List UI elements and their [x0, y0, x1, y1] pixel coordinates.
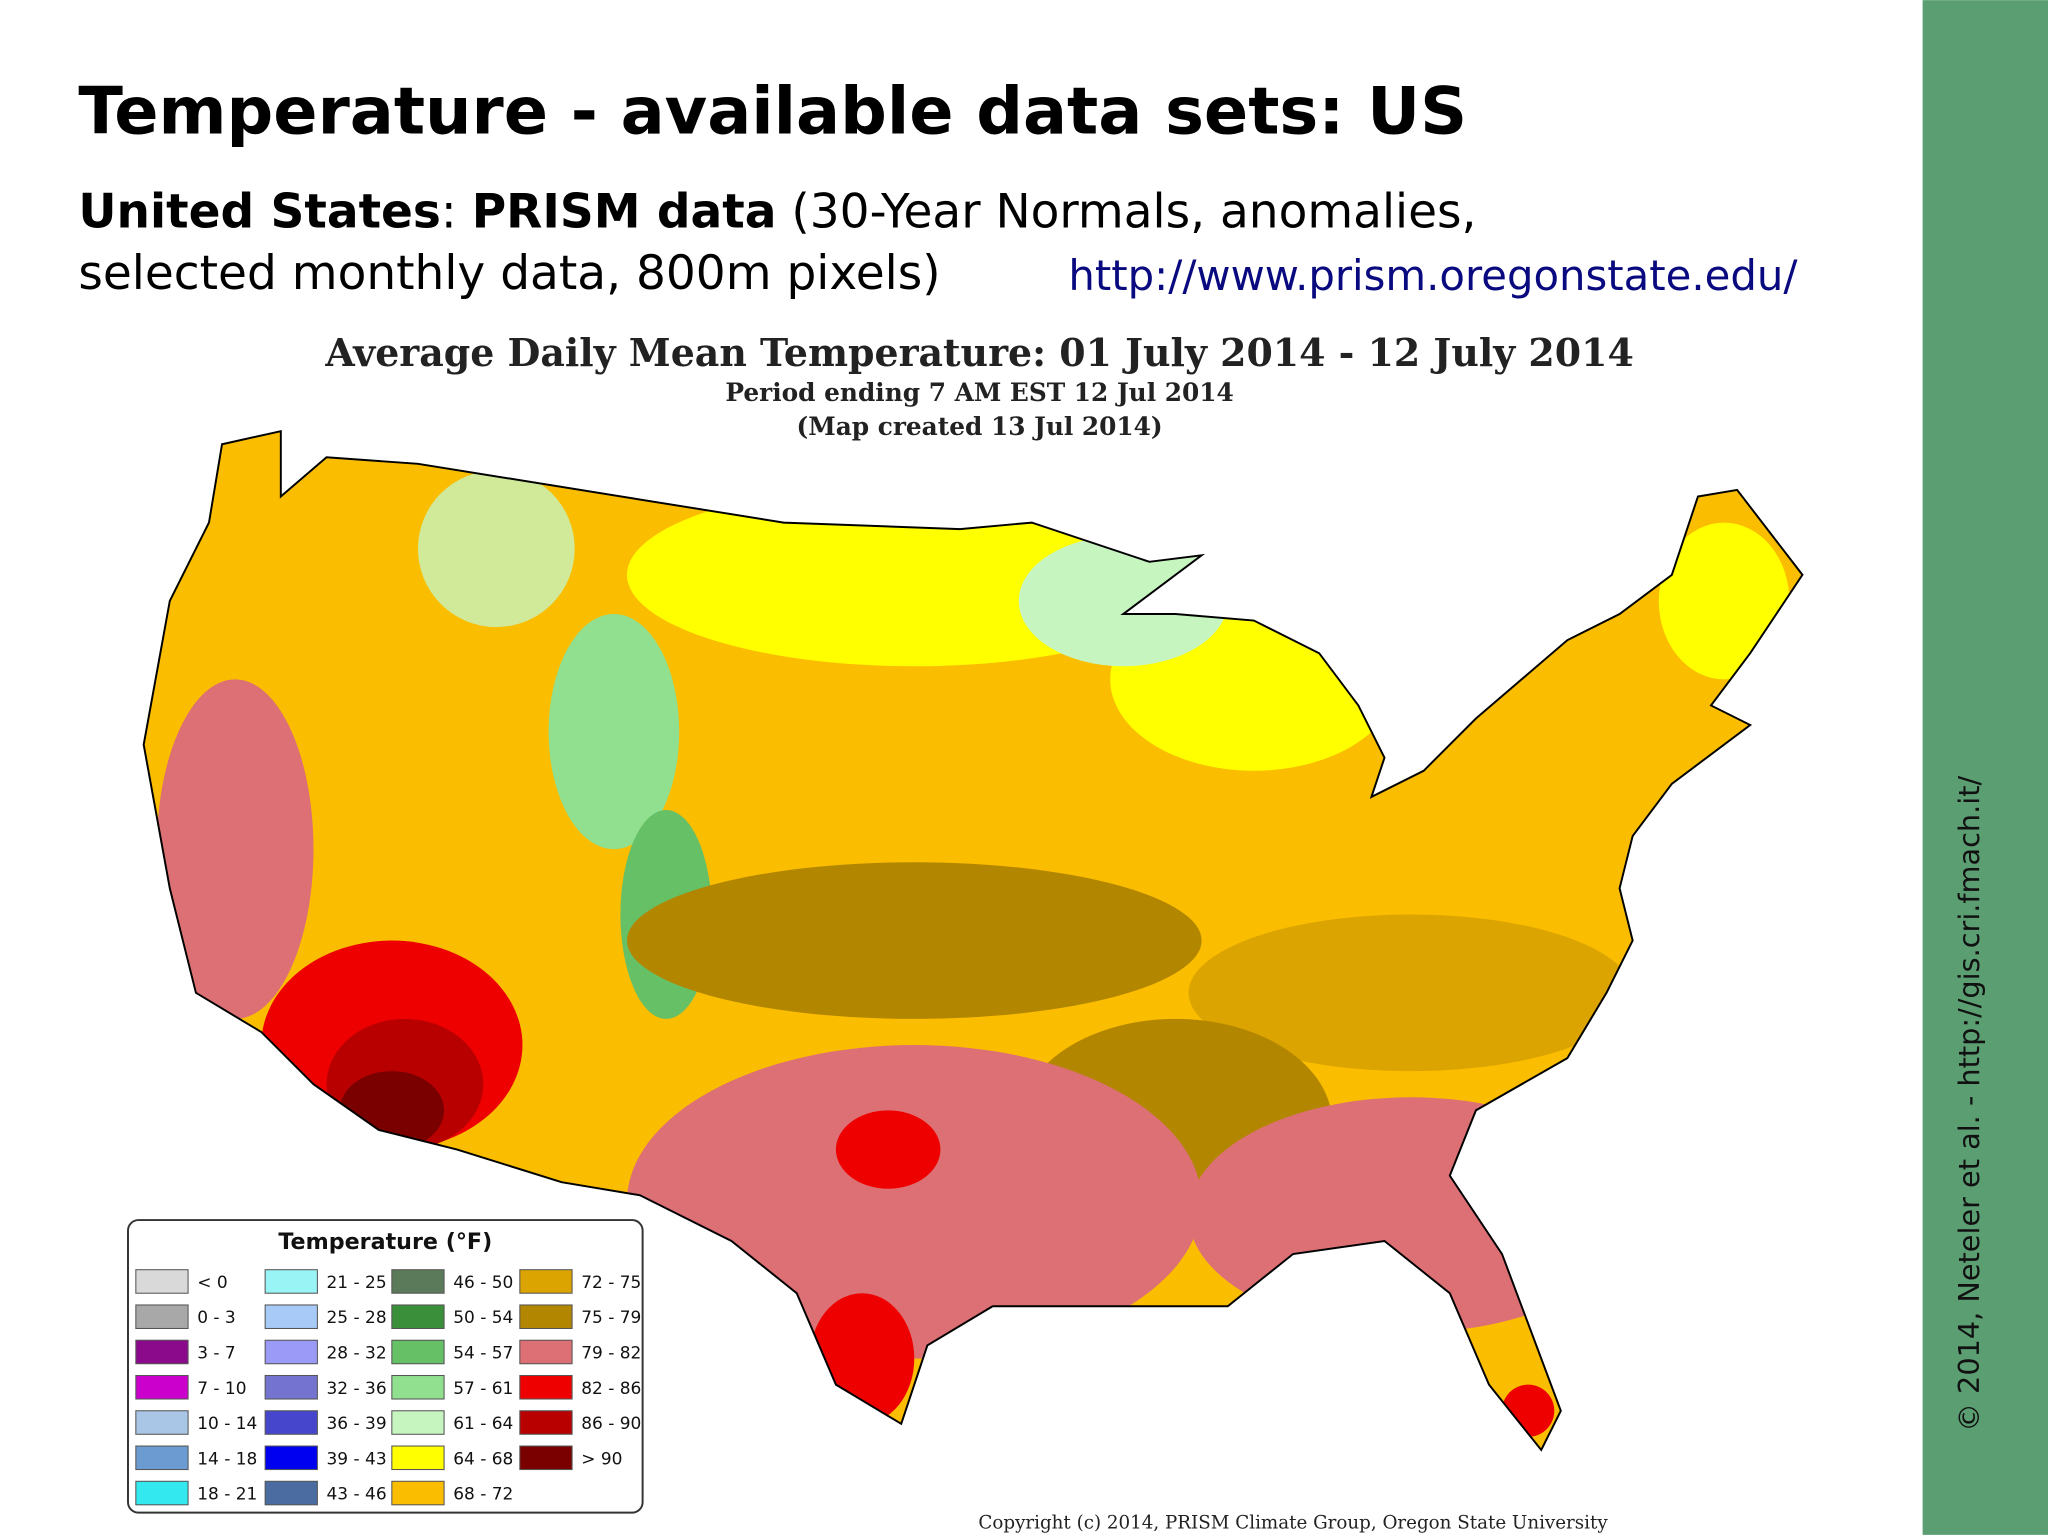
- legend-swatch: [391, 1374, 445, 1400]
- legend-swatch: [391, 1269, 445, 1294]
- legend-swatch: [135, 1410, 189, 1435]
- legend-swatch: [135, 1304, 189, 1330]
- sidebar-band: [1922, 0, 2048, 1535]
- legend-label: 64 - 68: [453, 1449, 513, 1469]
- legend-swatch: [391, 1445, 445, 1471]
- legend-label: 32 - 36: [327, 1379, 387, 1399]
- legend-label: 28 - 32: [327, 1344, 387, 1364]
- legend-label: 54 - 57: [453, 1344, 513, 1364]
- subtitle-line: selected monthly data, 800m pixels): [78, 246, 940, 301]
- legend-label: 3 - 7: [197, 1344, 236, 1364]
- legend-label: 10 - 14: [197, 1414, 257, 1434]
- legend-swatch: [391, 1480, 445, 1506]
- subtitle-text: :: [441, 184, 472, 239]
- legend-swatch: [264, 1410, 318, 1435]
- legend-label: 50 - 54: [453, 1308, 513, 1328]
- legend-label: 0 - 3: [197, 1308, 236, 1328]
- subtitle-bold: United States: [78, 184, 441, 239]
- legend: Temperature (°F) < 0 0 - 3 3 - 7 7 - 10 10 -…: [127, 1219, 644, 1514]
- legend-swatch: [264, 1480, 318, 1506]
- legend-swatch: [391, 1410, 445, 1435]
- legend-label: < 0: [197, 1273, 227, 1293]
- legend-label: 46 - 50: [453, 1273, 513, 1293]
- legend-swatch: [391, 1339, 445, 1365]
- url-link[interactable]: http://www.prism.oregonstate.edu/: [1068, 251, 1798, 300]
- map-created: (Map created 13 Jul 2014): [797, 412, 1163, 441]
- subtitle-line: United States: PRISM data (30-Year Norma…: [78, 184, 1476, 239]
- us-outline: [142, 429, 1804, 1452]
- legend-label: 18 - 21: [197, 1485, 257, 1505]
- legend-swatch: [519, 1304, 573, 1330]
- legend-label: 61 - 64: [453, 1414, 513, 1434]
- legend-swatch: [519, 1445, 573, 1471]
- legend-swatch: [135, 1480, 189, 1506]
- legend-label: 7 - 10: [197, 1379, 246, 1399]
- legend-label: 75 - 79: [581, 1308, 641, 1328]
- legend-title: Temperature (°F): [278, 1229, 492, 1255]
- map-title: Average Daily Mean Temperature: 01 July …: [324, 330, 1633, 375]
- legend-swatch: [135, 1339, 189, 1365]
- legend-label: 57 - 61: [453, 1379, 513, 1399]
- legend-swatch: [264, 1304, 318, 1330]
- legend-label: 14 - 18: [197, 1449, 257, 1469]
- legend-swatch: [264, 1374, 318, 1400]
- legend-swatch: [519, 1410, 573, 1435]
- legend-label: > 90: [581, 1449, 622, 1469]
- legend-label: 86 - 90: [581, 1414, 641, 1434]
- legend-swatch: [135, 1445, 189, 1471]
- legend-label: 43 - 46: [327, 1485, 387, 1505]
- copyright: Copyright (c) 2014, PRISM Climate Group,…: [978, 1512, 1608, 1533]
- legend-swatch: [135, 1269, 189, 1294]
- legend-swatch: [519, 1339, 573, 1365]
- legend-swatch: [519, 1269, 573, 1294]
- legend-swatch: [264, 1339, 318, 1365]
- subtitle-text: (30-Year Normals, anomalies,: [776, 184, 1476, 239]
- subtitle-bold: PRISM data: [472, 184, 777, 239]
- legend-label: 39 - 43: [327, 1449, 387, 1469]
- legend-label: 36 - 39: [327, 1414, 387, 1434]
- slide-title: Temperature - available data sets: US: [78, 73, 1467, 149]
- legend-label: 21 - 25: [327, 1273, 387, 1293]
- legend-swatch: [135, 1374, 189, 1400]
- legend-swatch: [391, 1304, 445, 1330]
- legend-label: 79 - 82: [581, 1344, 641, 1364]
- legend-swatch: [519, 1374, 573, 1400]
- legend-box: [127, 1219, 644, 1514]
- legend-swatch: [264, 1269, 318, 1294]
- legend-swatch: [264, 1445, 318, 1471]
- map-period: Period ending 7 AM EST 12 Jul 2014: [725, 378, 1233, 407]
- legend-label: 82 - 86: [581, 1379, 641, 1399]
- sidebar-text: © 2014, Neteler et al. - http://gis.cri.…: [1952, 776, 1986, 1432]
- legend-label: 68 - 72: [453, 1485, 513, 1505]
- legend-label: 72 - 75: [581, 1273, 641, 1293]
- legend-label: 25 - 28: [327, 1308, 387, 1328]
